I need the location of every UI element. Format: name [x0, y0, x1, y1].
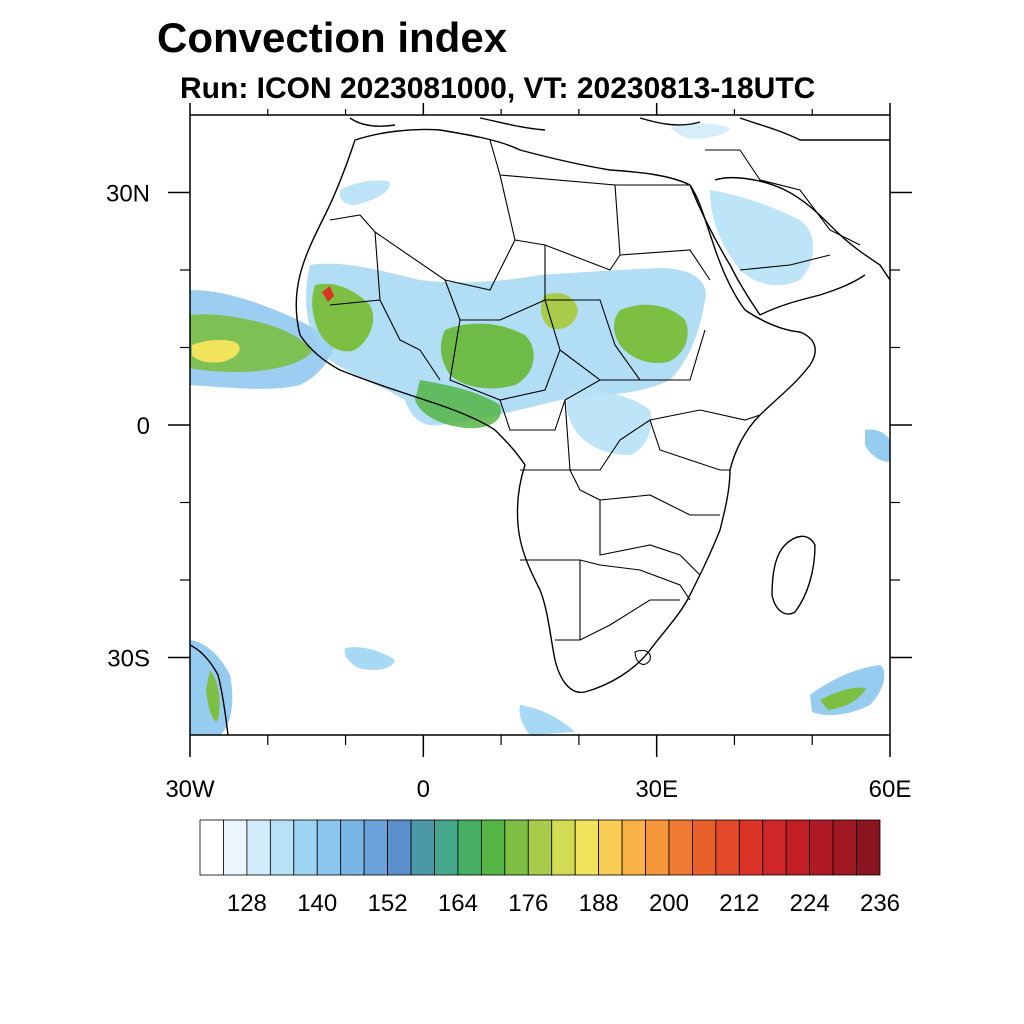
colorbar-box [856, 819, 881, 876]
colorbar-box [692, 819, 717, 876]
map-axes: 30W 0 30E 60E 30N 0 30S [106, 103, 912, 803]
convection-indian-ocean-core [820, 687, 866, 710]
colorbar-label: 188 [579, 890, 619, 917]
colorbar-box [316, 819, 342, 876]
y-tick-label: 30N [106, 181, 150, 208]
convection-east-indian [865, 429, 890, 462]
chart-title: Convection index [157, 14, 508, 61]
colorbar-box [785, 819, 811, 876]
colorbar-box [269, 819, 295, 876]
colorbar-box [621, 819, 646, 876]
convection-south-america-core [206, 670, 220, 722]
colorbar-box [762, 819, 787, 876]
south-america-coastline [190, 644, 229, 735]
colorbar-label: 236 [860, 890, 900, 917]
colorbar-box [223, 819, 248, 876]
convection-arabia [710, 190, 814, 286]
map-frame [189, 114, 891, 736]
colorbar-box [645, 819, 670, 876]
colorbar-box [832, 819, 857, 876]
colorbar: 128 140 152 164 176 188 200 212 224 236 [199, 819, 900, 917]
colorbar-label: 152 [368, 890, 408, 917]
colorbar-box [551, 819, 576, 876]
colorbar-box [340, 819, 365, 876]
convection-atlantic-peak [192, 339, 240, 363]
convection-chad-core [540, 293, 578, 330]
colorbar-label: 176 [508, 890, 548, 917]
colorbar-box [504, 819, 529, 876]
colorbar-box [293, 819, 318, 876]
colorbar-label: 128 [227, 890, 267, 917]
convection-south-atlantic [344, 647, 395, 670]
convection-guinea [415, 380, 501, 429]
colorbar-box [738, 819, 764, 876]
map-outlines [190, 117, 890, 735]
europe-coastline [349, 117, 890, 141]
colorbar-box [480, 819, 506, 876]
convection-field [190, 123, 890, 735]
red-sea-coast [689, 184, 761, 316]
colorbar-label: 200 [649, 890, 689, 917]
colorbar-box [715, 819, 740, 876]
chart-subtitle: Run: ICON 2023081000, VT: 20230813-18UTC [180, 72, 816, 105]
convection-mediterranean [670, 123, 730, 139]
colorbar-box [199, 819, 224, 876]
y-tick-label: 0 [137, 413, 150, 440]
colorbar-box [574, 819, 600, 876]
colorbar-box [410, 819, 435, 876]
x-tick-label: 30W [165, 776, 215, 803]
convection-nigeria-core [440, 323, 534, 389]
colorbar-box [457, 819, 482, 876]
colorbar-box [668, 819, 693, 876]
x-tick-label: 0 [417, 776, 430, 803]
colorbar-box [387, 819, 412, 876]
colorbar-label: 224 [790, 890, 830, 917]
colorbar-label: 164 [438, 890, 478, 917]
colorbar-box [434, 819, 459, 876]
convection-peak-red [322, 286, 334, 302]
y-tick-label: 30S [107, 646, 150, 673]
colorbar-box [598, 819, 623, 876]
colorbar-box [246, 819, 271, 876]
x-tick-label: 60E [869, 776, 912, 803]
colorbar-label: 212 [719, 890, 759, 917]
convection-sudan-core [614, 304, 688, 364]
x-tick-label: 30E [635, 776, 678, 803]
country-borders [329, 139, 861, 665]
colorbar-box [527, 819, 553, 876]
convection-south-atlantic-2 [519, 705, 575, 735]
arabia-coastline [714, 177, 890, 316]
madagascar-coastline [771, 535, 816, 615]
colorbar-label: 140 [297, 890, 337, 917]
colorbar-box [363, 819, 388, 876]
africa-coastline [295, 128, 816, 694]
colorbar-box [809, 819, 834, 876]
convection-congo [566, 389, 652, 455]
convection-morocco [339, 180, 391, 205]
